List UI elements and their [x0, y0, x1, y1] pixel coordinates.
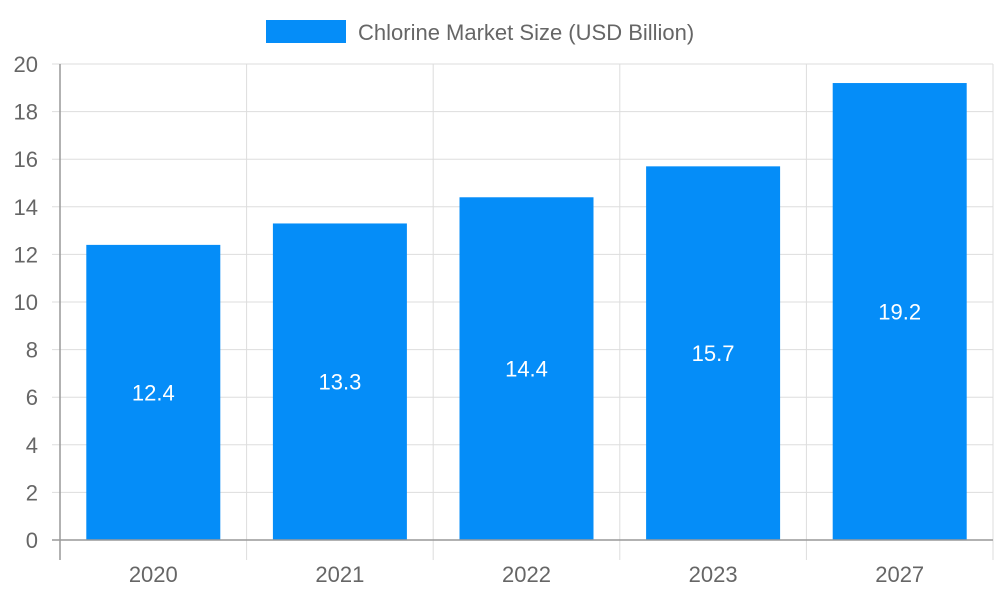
- y-tick-label: 4: [26, 433, 38, 458]
- legend-label: Chlorine Market Size (USD Billion): [358, 20, 694, 45]
- x-axis-tick-labels: 2020 2021 2022 2023 2027: [129, 562, 924, 587]
- data-label: 15.7: [692, 341, 735, 366]
- bar-2021: [272, 223, 407, 540]
- x-tick-label: 2022: [502, 562, 551, 587]
- y-tick-label: 2: [26, 480, 38, 505]
- y-tick-label: 12: [14, 242, 38, 267]
- data-labels: 12.4 13.3 14.4 15.7 19.2: [132, 300, 921, 406]
- bars: [86, 83, 967, 540]
- data-label: 14.4: [505, 357, 548, 382]
- data-label: 12.4: [132, 380, 175, 405]
- y-tick-label: 14: [14, 195, 38, 220]
- y-tick-label: 0: [26, 528, 38, 553]
- data-label: 19.2: [878, 300, 921, 325]
- bar-2020: [86, 244, 221, 540]
- legend: Chlorine Market Size (USD Billion): [266, 20, 694, 45]
- bar-2023: [646, 166, 781, 540]
- x-tick-label: 2027: [875, 562, 924, 587]
- axes: [52, 64, 993, 560]
- data-label: 13.3: [318, 370, 361, 395]
- x-tick-label: 2023: [689, 562, 738, 587]
- legend-swatch: [266, 20, 346, 43]
- bar-2022: [459, 197, 594, 540]
- y-axis-tick-labels: 0 2 4 6 8 10 12 14 16 18 20: [14, 52, 38, 553]
- y-tick-label: 18: [14, 100, 38, 125]
- y-tick-label: 6: [26, 385, 38, 410]
- x-tick-label: 2020: [129, 562, 178, 587]
- y-tick-label: 20: [14, 52, 38, 77]
- x-tick-label: 2021: [315, 562, 364, 587]
- y-tick-label: 16: [14, 147, 38, 172]
- y-tick-label: 8: [26, 338, 38, 363]
- y-tick-label: 10: [14, 290, 38, 315]
- bar-2027: [832, 83, 967, 540]
